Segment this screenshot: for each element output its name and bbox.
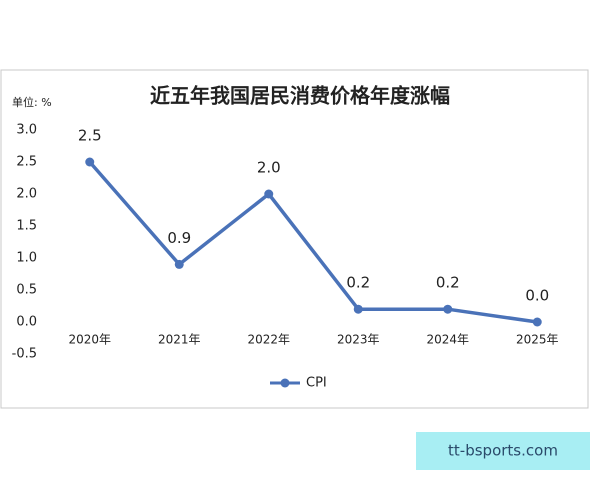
point-marker <box>353 304 363 314</box>
data-label: 0.0 <box>525 287 549 305</box>
legend-marker <box>280 378 290 388</box>
point-marker <box>85 157 95 167</box>
y-tick-label: 0.0 <box>16 315 37 330</box>
y-tick-label: 3.0 <box>16 123 37 138</box>
data-label: 2.5 <box>78 127 102 145</box>
y-tick-label: 1.0 <box>16 251 37 266</box>
data-label: 0.2 <box>436 274 460 292</box>
y-tick-label: -0.5 <box>12 347 37 362</box>
x-tick-label: 2020年 <box>68 333 111 347</box>
x-tick-label: 2021年 <box>158 333 201 347</box>
y-unit: 单位: % <box>12 95 52 109</box>
y-tick-label: 0.5 <box>16 283 37 298</box>
data-label: 0.9 <box>167 229 191 247</box>
x-tick-label: 2022年 <box>247 333 290 347</box>
watermark-box <box>416 432 590 470</box>
chart-frame <box>0 69 589 409</box>
y-tick-label: 2.0 <box>16 187 37 202</box>
data-label: 0.2 <box>346 274 370 292</box>
x-tick-label: 2024年 <box>426 333 469 347</box>
point-marker <box>174 259 184 269</box>
x-tick-label: 2025年 <box>516 333 559 347</box>
series-line <box>88 160 538 324</box>
y-tick-label: 2.5 <box>16 155 37 170</box>
x-tick-label: 2023年 <box>337 333 380 347</box>
point-marker <box>532 317 542 327</box>
point-marker <box>264 189 274 199</box>
data-label: 2.0 <box>257 159 281 177</box>
legend-label: CPI <box>306 376 327 391</box>
watermark: tt-bsports.com <box>448 442 558 460</box>
y-tick-label: 1.5 <box>16 219 37 234</box>
point-marker <box>443 304 453 314</box>
chart-title: 近五年我国居民消费价格年度涨幅 <box>150 84 450 108</box>
